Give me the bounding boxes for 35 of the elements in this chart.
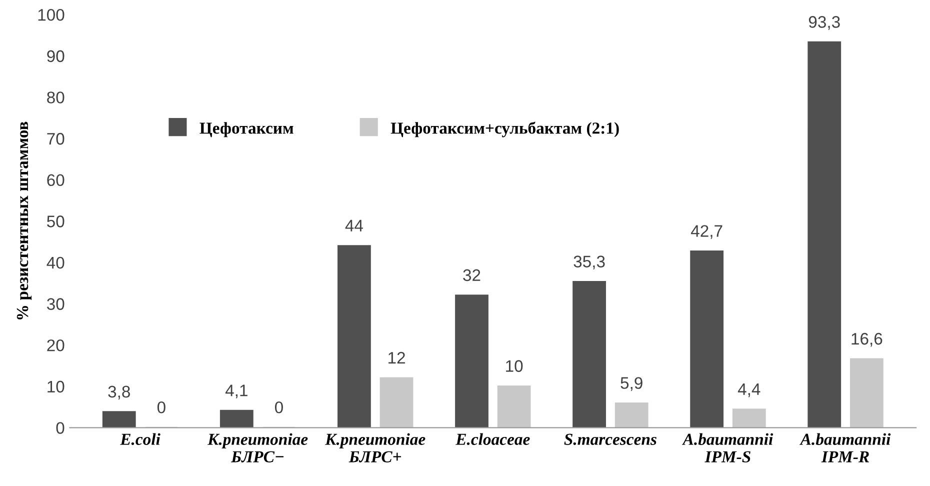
- y-tick-label: 20: [47, 339, 64, 352]
- y-tick-label: 70: [47, 132, 64, 145]
- y-tick-label: 80: [47, 92, 64, 104]
- x-tick-label: A.baumannii IPM-R: [800, 433, 891, 462]
- data-label: 32: [463, 269, 480, 282]
- data-label: 0: [274, 401, 283, 414]
- y-tick-label: 40: [46, 256, 64, 269]
- x-tick-label: K.pneumoniae БЛРС+: [324, 433, 426, 462]
- y-tick-label: 60: [47, 174, 64, 186]
- legend-label: Цефотаксим: [200, 122, 294, 138]
- y-tick-label: 10: [48, 380, 64, 393]
- x-tick-label: A.baumannii IPM-S: [682, 433, 774, 462]
- x-tick-label: S.marcescens: [564, 434, 656, 446]
- y-tick-label: 30: [46, 298, 64, 310]
- x-tick-label: K.pneumoniae БЛРС−: [207, 433, 308, 462]
- data-label: 35,3: [574, 256, 605, 270]
- data-label: 42,7: [690, 225, 722, 239]
- data-label: 5,9: [620, 377, 642, 391]
- y-tick-label: 90: [47, 50, 64, 62]
- y-tick-label: 50: [47, 216, 64, 228]
- y-tick-label: 100: [38, 8, 64, 21]
- data-label: 16,6: [852, 332, 882, 347]
- data-label: 3,8: [108, 386, 130, 400]
- data-label: 10: [506, 360, 523, 372]
- y-tick-label: 0: [56, 422, 64, 434]
- y-axis-title: % резистентных штаммов: [16, 122, 32, 320]
- legend-label: Цефотаксим+сульбактам (2:1): [390, 122, 619, 138]
- x-tick-label: E.coli: [120, 433, 160, 446]
- data-label: 4,1: [225, 384, 248, 398]
- data-label: 4,4: [738, 383, 760, 398]
- data-label: 0: [157, 401, 166, 414]
- data-label: 93,3: [808, 16, 840, 30]
- data-label: 12: [388, 352, 405, 364]
- data-label: 44: [345, 220, 363, 232]
- x-tick-label: E.cloaceae: [456, 433, 530, 446]
